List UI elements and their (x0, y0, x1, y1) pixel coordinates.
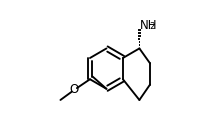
Text: O: O (70, 83, 79, 96)
Text: NH: NH (140, 19, 157, 32)
Text: 2: 2 (149, 22, 154, 31)
